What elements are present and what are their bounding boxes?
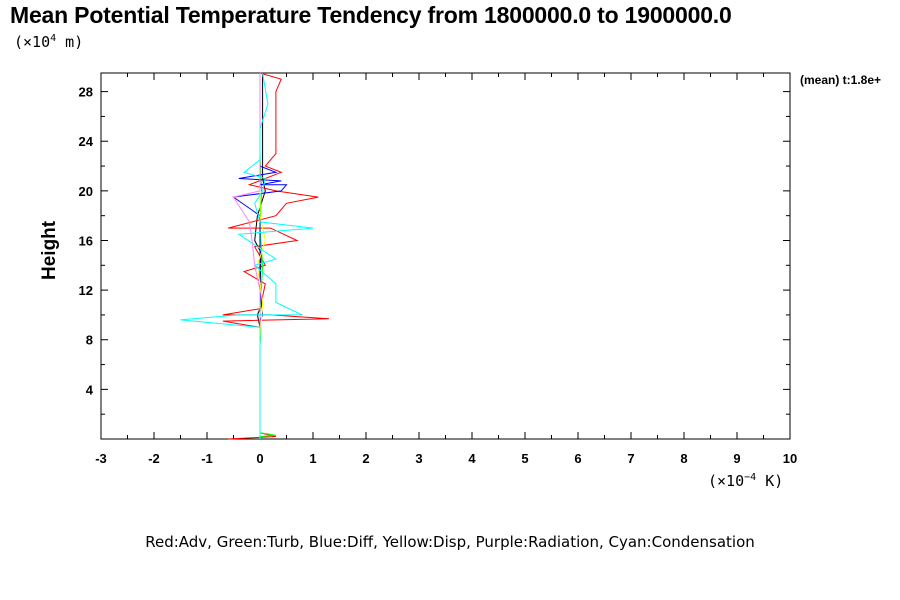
y-tick-label: 8 [86, 333, 93, 348]
y-tick-label: 4 [86, 382, 94, 397]
x-scale-exponent: −4 [744, 472, 757, 483]
x-tick-label: 2 [362, 451, 369, 466]
x-scale-prefix: (×10 [708, 472, 745, 490]
x-scale-suffix: K) [756, 472, 784, 490]
x-tick-label: 10 [783, 451, 797, 466]
mean-label: (mean) t:1.8e+ [800, 73, 882, 87]
x-tick-label: -1 [201, 451, 213, 466]
series-line-4 [256, 190, 266, 340]
x-tick-label: 5 [521, 451, 528, 466]
x-tick-labels: -3 -2 -1 0 1 2 3 4 5 6 7 8 9 10 [95, 451, 797, 466]
x-tick-label: -3 [95, 451, 107, 466]
series-line-6 [180, 72, 314, 439]
y-tick-label: 24 [79, 134, 94, 149]
x-tick-label: 9 [733, 451, 740, 466]
plot-frame [100, 72, 791, 440]
x-tick-label: 4 [468, 451, 476, 466]
axis-ticks [101, 73, 790, 439]
series-legend-caption: Red:Adv, Green:Turb, Blue:Diff, Yellow:D… [145, 533, 755, 551]
x-tick-label: 6 [574, 451, 581, 466]
y-scale-exponent: 4 [50, 33, 57, 44]
x-tick-label: 3 [415, 451, 422, 466]
y-tick-label: 16 [79, 233, 93, 248]
y-axis-scale: (×104 m) [14, 33, 83, 51]
chart-title: Mean Potential Temperature Tendency from… [10, 2, 732, 28]
y-tick-label: 12 [79, 283, 93, 298]
series-line-5 [232, 73, 261, 340]
x-tick-label: 1 [309, 451, 316, 466]
y-scale-suffix: m) [56, 33, 84, 51]
series-line-1 [222, 72, 329, 440]
x-axis-scale: (×10−4 K) [708, 472, 783, 490]
y-scale-prefix: (×10 [14, 33, 51, 51]
y-tick-label: 28 [79, 85, 93, 100]
x-tick-label: 7 [627, 451, 634, 466]
x-tick-label: -2 [148, 451, 160, 466]
y-tick-label: 20 [79, 184, 93, 199]
x-tick-label: 0 [256, 451, 263, 466]
x-tick-label: 8 [680, 451, 687, 466]
y-tick-labels: 4 8 12 16 20 24 28 [79, 85, 94, 398]
series-layer [180, 72, 329, 440]
